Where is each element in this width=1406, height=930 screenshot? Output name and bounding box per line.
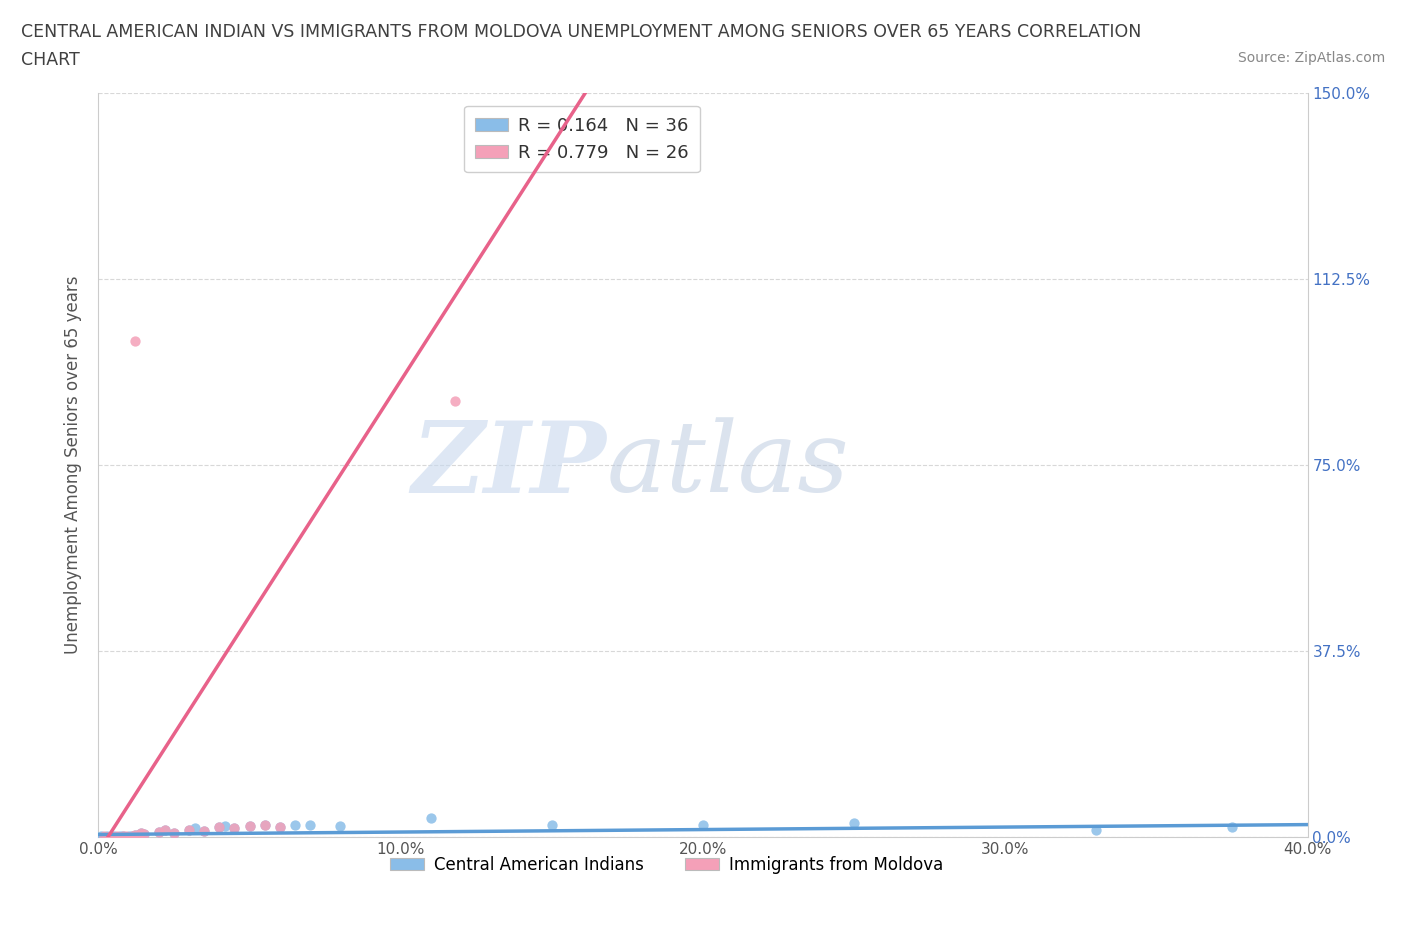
Point [193,824,215,839]
Point [208,819,231,834]
Point [844,816,866,830]
Point [111,828,134,843]
Point [129,826,152,841]
Point [239,818,262,833]
Point [121,828,143,843]
Point [129,826,152,841]
Point [96,829,118,844]
Point [100,828,122,843]
Point [284,817,307,832]
Point [124,827,146,842]
Point [90,829,112,844]
Point [299,817,322,832]
Point [132,827,155,842]
Point [148,825,170,840]
Text: CHART: CHART [21,51,80,69]
Text: Source: ZipAtlas.com: Source: ZipAtlas.com [1237,51,1385,65]
Point [108,829,131,844]
Point [179,822,201,837]
Text: atlas: atlas [606,418,849,512]
Point [224,820,246,835]
Point [214,818,236,833]
Point [124,334,146,349]
Point [132,827,155,842]
Point [114,829,136,844]
Point [111,829,134,844]
Point [127,828,149,843]
Point [103,829,125,844]
Point [124,827,146,842]
Point [540,817,562,832]
Point [253,817,276,832]
Point [208,819,231,834]
Point [179,822,201,837]
Point [224,820,246,835]
Point [100,829,122,844]
Point [105,829,128,844]
Point [1220,819,1243,834]
Point [114,829,136,844]
Point [193,824,215,839]
Point [153,822,176,837]
Point [420,811,443,826]
Point [148,825,170,840]
Text: CENTRAL AMERICAN INDIAN VS IMMIGRANTS FROM MOLDOVA UNEMPLOYMENT AMONG SENIORS OV: CENTRAL AMERICAN INDIAN VS IMMIGRANTS FR… [21,23,1142,41]
Point [253,817,276,832]
Point [239,818,262,833]
Point [1085,822,1108,837]
Point [105,829,128,844]
Legend: Central American Indians, Immigrants from Moldova: Central American Indians, Immigrants fro… [384,849,949,881]
Point [163,826,186,841]
Point [96,828,118,843]
Point [692,817,714,832]
Point [118,829,141,844]
Point [103,829,125,844]
Point [118,829,141,844]
Point [163,826,186,841]
Y-axis label: Unemployment Among Seniors over 65 years: Unemployment Among Seniors over 65 years [65,276,83,654]
Point [329,818,352,833]
Point [153,822,176,837]
Point [121,828,143,843]
Point [184,820,207,835]
Point [93,829,115,844]
Point [444,393,467,408]
Point [127,828,149,843]
Point [269,819,291,834]
Point [108,828,131,843]
Text: ZIP: ZIP [412,417,606,513]
Point [93,829,115,844]
Point [269,819,291,834]
